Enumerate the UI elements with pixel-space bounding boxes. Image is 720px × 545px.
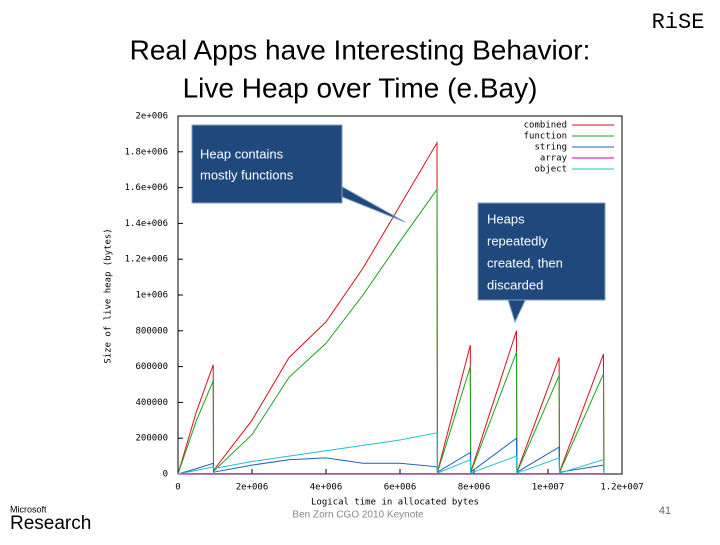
- callout-text: mostly functions: [200, 167, 294, 182]
- x-tick-label: 6e+006: [384, 483, 417, 493]
- y-tick-label: 200000: [135, 434, 168, 444]
- page-number: 41: [659, 505, 671, 517]
- x-tick-label: 1e+007: [532, 483, 565, 493]
- footer: Ben Zorn CGO 2010 Keynote: [292, 510, 424, 521]
- legend-label: combined: [524, 121, 567, 131]
- logo: RiSE: [652, 10, 705, 35]
- x-axis-label: Logical time in allocated bytes: [311, 498, 479, 508]
- callout: Heaps repeatedly created, then discarded: [478, 203, 605, 322]
- callout-text: created, then: [487, 255, 563, 270]
- x-tick-label: 2e+006: [236, 483, 269, 493]
- y-tick-label: 1.4e+006: [125, 219, 168, 229]
- legend-label: string: [534, 143, 567, 153]
- x-tick-label: 0: [175, 483, 180, 493]
- legend-label: object: [534, 165, 567, 175]
- slide-title: Live Heap over Time (e.Bay): [183, 72, 538, 103]
- y-tick-label: 600000: [135, 362, 168, 372]
- callout: Heap contains mostly functions: [192, 125, 405, 222]
- callout-box: [192, 125, 342, 203]
- legend-label: function: [524, 132, 567, 142]
- legend-label: array: [540, 154, 568, 164]
- y-axis-label: Size of live heap (bytes): [104, 228, 114, 363]
- y-tick-label: 1.6e+006: [125, 183, 168, 193]
- callout-text: Heaps: [487, 211, 525, 226]
- x-tick-label: 4e+006: [310, 483, 343, 493]
- y-tick-label: 1.2e+006: [125, 255, 168, 265]
- y-tick-label: 2e+006: [135, 112, 168, 122]
- callout-text: repeatedly: [487, 233, 548, 248]
- series-line: [178, 433, 604, 474]
- callout-text: discarded: [487, 277, 543, 292]
- y-tick-label: 1.8e+006: [125, 147, 168, 157]
- x-tick-label: 8e+006: [458, 483, 491, 493]
- y-tick-label: 800000: [135, 326, 168, 336]
- y-tick-label: 1e+006: [135, 291, 168, 301]
- y-tick-label: 0: [163, 470, 168, 480]
- logo: Research: [10, 513, 91, 534]
- callout-text: Heap contains: [200, 146, 284, 161]
- x-tick-label: 1.2e+007: [600, 483, 643, 493]
- y-tick-label: 400000: [135, 398, 168, 408]
- slide-title: Real Apps have Interesting Behavior:: [130, 34, 591, 65]
